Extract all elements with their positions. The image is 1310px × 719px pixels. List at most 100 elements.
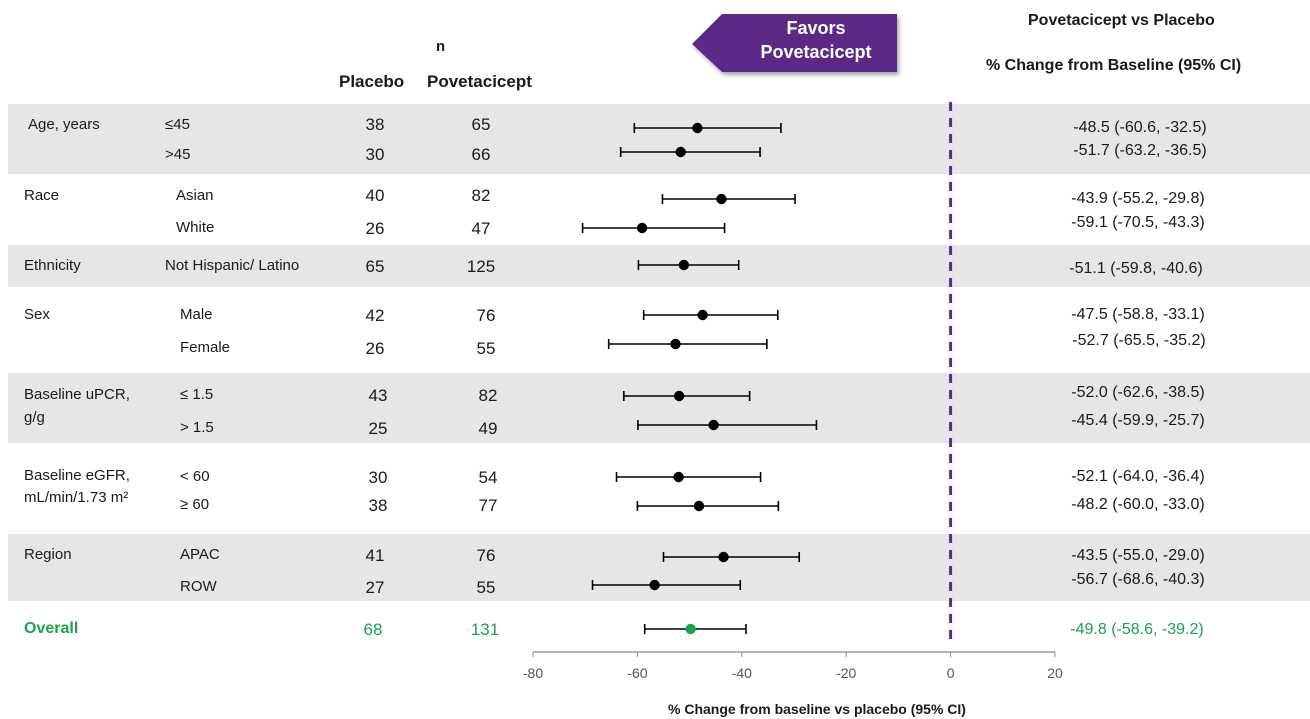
comparison-title: Povetacicept vs Placebo (1028, 12, 1215, 29)
favors-label: Favors Povetacicept (740, 16, 892, 64)
favors-line2: Povetacicept (760, 42, 872, 62)
row-sub-label: >45 (165, 146, 191, 163)
row-placebo-n: 40 (365, 186, 385, 205)
row-sub-label: ROW (180, 578, 217, 595)
overall-placebo-n: 68 (363, 620, 383, 639)
row-pov-n: 55 (476, 339, 496, 358)
row-ci-text: -52.7 (-65.5, -35.2) (1072, 332, 1206, 349)
x-tick-label: -80 (523, 665, 543, 681)
row-sub-label: Female (180, 339, 231, 356)
row-placebo-n: 38 (368, 496, 388, 515)
estimate-point (670, 338, 681, 350)
row-placebo-n: 43 (368, 386, 388, 405)
row-sub-label: Male (180, 306, 213, 323)
favors-line1: Favors (786, 18, 846, 38)
row-ci-text: -48.5 (-60.6, -32.5) (1073, 119, 1207, 136)
group-label-egfr: Baseline eGFR, (24, 467, 130, 484)
row-sub-label: APAC (180, 546, 220, 563)
estimate-point (708, 419, 719, 431)
row-ci-text: -43.5 (-55.0, -29.0) (1071, 547, 1205, 564)
row-sub-label: ≤ 1.5 (180, 386, 214, 403)
estimate-point (636, 222, 648, 234)
row-placebo-n: 41 (365, 546, 385, 565)
row-placebo-n: 26 (365, 219, 385, 238)
estimate-point (718, 551, 729, 563)
group-label-egfr-line2: mL/min/1.73 m² (24, 489, 129, 506)
n-header: n (436, 38, 446, 55)
row-ci-text: -59.1 (-70.5, -43.3) (1071, 214, 1205, 231)
row-sub-label: Asian (176, 187, 214, 204)
row-pov-n: 77 (478, 496, 498, 515)
row-placebo-n: 42 (365, 306, 385, 325)
row-placebo-n: 27 (365, 578, 385, 597)
estimate-point (692, 122, 703, 134)
row-ci-text: -45.4 (-59.9, -25.7) (1071, 412, 1205, 429)
estimate-point (678, 259, 690, 271)
estimate-point (697, 309, 708, 321)
row-ci-text: -52.1 (-64.0, -36.4) (1071, 468, 1205, 485)
group-band-region (8, 534, 1310, 601)
row-sub-label: < 60 (180, 468, 210, 485)
row-ci-text: -47.5 (-58.8, -33.1) (1071, 306, 1205, 323)
row-sub-label: > 1.5 (180, 419, 214, 436)
row-ci-text: -52.0 (-62.6, -38.5) (1071, 384, 1205, 401)
estimate-point (675, 146, 686, 158)
estimate-point (673, 390, 685, 402)
x-tick-label: 20 (1047, 665, 1063, 681)
row-pov-n: 47 (471, 219, 491, 238)
row-ci-text: -56.7 (-68.6, -40.3) (1071, 571, 1205, 588)
group-band-ethnicity (8, 245, 1310, 287)
x-tick-label: -40 (732, 665, 752, 681)
row-placebo-n: 30 (368, 468, 388, 487)
row-pov-n: 82 (478, 386, 498, 405)
overall-ci-text: -49.8 (-58.6, -39.2) (1070, 621, 1204, 638)
row-placebo-n: 38 (365, 115, 385, 134)
placebo-header: Placebo (339, 72, 405, 91)
row-pov-n: 66 (471, 145, 491, 164)
row-pov-n: 49 (478, 419, 498, 438)
group-label-upcr: Baseline uPCR, (24, 386, 130, 403)
row-ci-text: -51.7 (-63.2, -36.5) (1073, 142, 1207, 159)
x-tick-label: -60 (627, 665, 647, 681)
row-sub-label: ≥ 60 (180, 496, 210, 513)
row-sub-label: ≤45 (165, 116, 190, 133)
row-pov-n: 54 (478, 468, 498, 487)
row-placebo-n: 65 (365, 257, 385, 276)
comparison-subtitle: % Change from Baseline (95% CI) (986, 57, 1242, 74)
estimate-point (649, 579, 660, 591)
group-label-ethnicity: Ethnicity (24, 257, 81, 274)
row-placebo-n: 26 (365, 339, 385, 358)
row-placebo-n: 25 (368, 419, 388, 438)
row-placebo-n: 30 (365, 145, 385, 164)
group-band-upcr (8, 373, 1310, 443)
povetacicept-header: Povetacicept (427, 72, 532, 91)
overall-point (685, 623, 696, 635)
group-band-age (8, 104, 1310, 174)
group-label-sex: Sex (24, 306, 50, 323)
group-label-age: Age, years (28, 116, 100, 133)
estimate-point (693, 500, 705, 512)
group-label-upcr-line2: g/g (24, 409, 45, 426)
row-ci-text: -48.2 (-60.0, -33.0) (1071, 496, 1205, 513)
group-label-race: Race (24, 187, 60, 204)
estimate-point (716, 193, 727, 205)
row-pov-n: 76 (476, 546, 496, 565)
row-ci-text: -51.1 (-59.8, -40.6) (1069, 260, 1203, 277)
row-ci-text: -43.9 (-55.2, -29.8) (1071, 190, 1205, 207)
row-pov-n: 125 (466, 257, 496, 276)
estimate-point (673, 471, 684, 483)
x-tick-label: -20 (836, 665, 856, 681)
row-sub-label: Not Hispanic/ Latino (165, 257, 300, 274)
row-pov-n: 82 (471, 186, 491, 205)
row-sub-label: White (176, 219, 215, 236)
group-label-region: Region (24, 546, 72, 563)
overall-label: Overall (24, 620, 79, 637)
row-pov-n: 55 (476, 578, 496, 597)
x-axis-label: % Change from baseline vs placebo (95% C… (668, 701, 966, 717)
row-pov-n: 65 (471, 115, 491, 134)
favors-arrow-icon (692, 14, 897, 72)
overall-pov-n: 131 (470, 620, 500, 639)
x-tick-label: 0 (947, 665, 955, 681)
row-pov-n: 76 (476, 306, 496, 325)
